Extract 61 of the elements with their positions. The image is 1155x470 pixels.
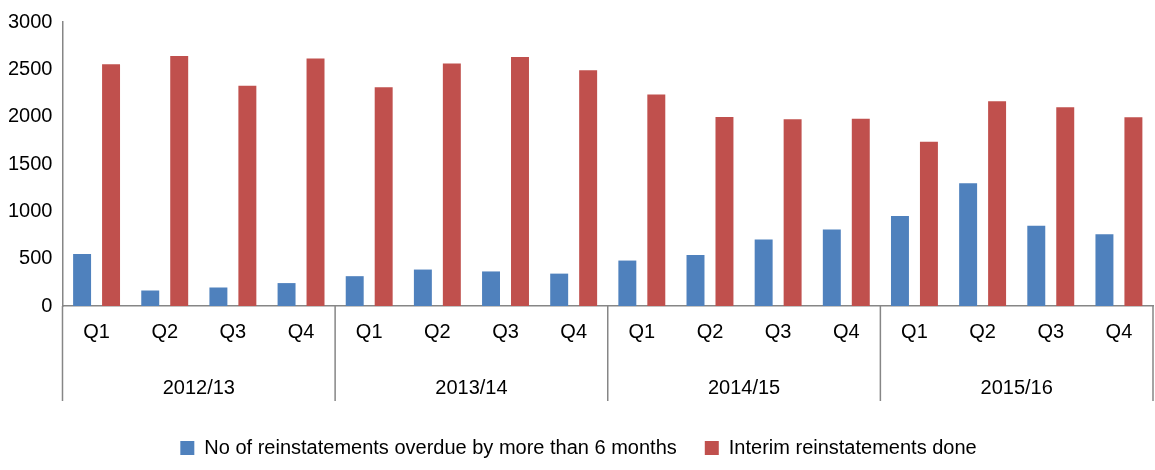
- x-tick-label: Q3: [1037, 319, 1065, 342]
- x-tick-label: Q4: [1105, 319, 1133, 342]
- x-tick-label: Q1: [628, 319, 656, 342]
- bar: [442, 63, 461, 306]
- bar: [238, 85, 257, 306]
- x-tick-label: Q1: [355, 319, 383, 342]
- x-tick-label: Q2: [969, 319, 996, 342]
- x-tick-label: Q3: [764, 319, 792, 342]
- bar: [822, 229, 841, 306]
- y-tick-label: 500: [19, 246, 53, 269]
- legend-label: No of reinstatements overdue by more than 6 months: [204, 435, 677, 458]
- x-tick-label: Q4: [832, 319, 860, 342]
- bar: [209, 287, 228, 306]
- y-tick-label: 0: [41, 293, 53, 316]
- bar: [413, 269, 432, 306]
- y-tick-label: 2500: [7, 56, 53, 79]
- text: 2012/13: [162, 375, 235, 398]
- x-tick-label: Q1: [901, 319, 928, 342]
- bar: [715, 117, 734, 306]
- y-tick-label: 3000: [7, 9, 53, 32]
- bar: [306, 58, 325, 306]
- text: 2013/14: [435, 375, 508, 398]
- bar: [754, 239, 773, 306]
- bar: [959, 183, 978, 306]
- x-tick-label: Q2: [424, 319, 451, 342]
- text: 2014/15: [707, 375, 781, 398]
- bar: [374, 87, 393, 306]
- bar: [1124, 117, 1143, 306]
- x-tick-label: Q4: [560, 319, 588, 342]
- bar: [647, 94, 666, 306]
- bar: [277, 283, 296, 306]
- bar: [550, 273, 569, 306]
- bar: [141, 290, 160, 306]
- bar: [73, 253, 92, 306]
- x-tick-label: Q2: [696, 319, 724, 342]
- bar: [1056, 107, 1075, 306]
- bar: [482, 271, 501, 306]
- bar: [102, 64, 121, 306]
- bar: [919, 141, 938, 306]
- bar: [686, 254, 705, 306]
- bar: [1027, 225, 1046, 306]
- bar: [890, 215, 909, 306]
- legend-label: Interim reinstatements done: [728, 435, 977, 458]
- y-tick-label: 1500: [7, 151, 53, 174]
- bar: [988, 101, 1007, 306]
- bar: [783, 119, 802, 306]
- x-tick-label: Q3: [219, 319, 247, 342]
- bar: [511, 56, 529, 306]
- x-tick-label: Q4: [287, 319, 315, 342]
- y-tick-label: 2000: [7, 104, 53, 127]
- bar: [170, 55, 189, 306]
- x-tick-label: Q3: [492, 319, 519, 342]
- x-tick-label: Q2: [151, 319, 179, 342]
- bar: [345, 276, 364, 306]
- y-tick-label: 1000: [7, 198, 53, 221]
- bar: [851, 118, 870, 306]
- bar: [618, 260, 637, 306]
- text: 2015/16: [980, 375, 1053, 398]
- bar: [1095, 234, 1114, 306]
- bar: [579, 70, 598, 306]
- x-tick-label: Q1: [83, 319, 110, 342]
